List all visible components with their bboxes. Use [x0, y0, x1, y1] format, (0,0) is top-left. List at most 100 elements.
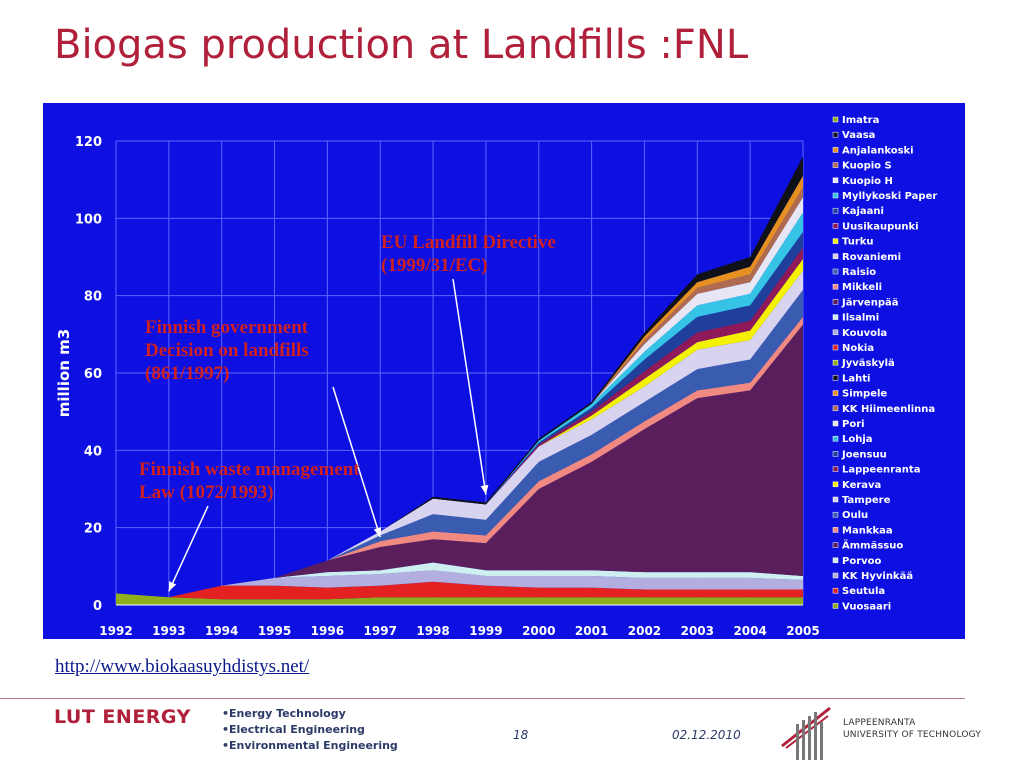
- legend-swatch: [832, 390, 839, 396]
- legend-swatch: [832, 359, 839, 366]
- x-tick-label: 2002: [628, 624, 661, 638]
- area-series-3: [116, 562, 803, 598]
- legend-entry: Anjalankoski: [842, 145, 914, 156]
- legend-entry: Kouvola: [842, 328, 887, 339]
- legend-entry: KK Hyvinkää: [842, 571, 913, 582]
- annotation-arrow: [168, 505, 209, 592]
- legend-entry: Mankkaa: [842, 525, 893, 536]
- page-number: 18: [513, 728, 529, 742]
- legend-entry: Lappeenranta: [842, 465, 920, 476]
- annotation-text: Finnish government Decision on landfills(…: [145, 317, 309, 384]
- x-tick-label: 1999: [469, 624, 502, 638]
- legend-entry: Oulu: [842, 510, 868, 521]
- y-tick-label: 0: [93, 599, 102, 614]
- lut-energy-logo: LUT ENERGY: [54, 706, 191, 728]
- legend-entry: Simpele: [842, 389, 887, 400]
- legend-entry: Kerava: [842, 480, 881, 491]
- legend-entry: Seutula: [842, 586, 885, 597]
- chart-svg: 0 20 40 60 80 100 120 1992 1993 1994 1995 1996 1997 1…: [55, 115, 937, 638]
- university-name: LAPPEENRANTA UNIVERSITY OF TECHNOLOGY: [843, 717, 981, 741]
- legend-swatch: [832, 557, 839, 564]
- x-tick-label: 1998: [416, 624, 449, 638]
- legend-swatch: [832, 177, 839, 184]
- legend-swatch: [832, 131, 839, 138]
- legend-swatch: [832, 344, 839, 351]
- x-tick-label: 2003: [681, 624, 714, 638]
- area-series-0: [116, 593, 803, 605]
- legend-entry: Turku: [842, 237, 874, 248]
- annotation-line: (861/1997): [145, 363, 229, 384]
- stacked-area-chart: 0 20 40 60 80 100 120 1992 1993 1994 1995 1996 1997 1…: [43, 103, 965, 639]
- y-tick-label: 40: [84, 444, 102, 459]
- legend-swatch: [832, 253, 839, 260]
- y-tick-label: 60: [84, 367, 102, 382]
- legend-swatch: [832, 527, 839, 533]
- university-name-line1: LAPPEENRANTA: [843, 718, 916, 728]
- annotation-line: Finnish waste management: [139, 459, 360, 480]
- legend-swatch: [832, 587, 839, 594]
- annotation-line: Decision on landfills: [145, 340, 309, 361]
- footer-date: 02.12.2010: [672, 728, 741, 742]
- legend-entry: Nokia: [842, 343, 874, 354]
- legend-entry: Jyväskylä: [841, 358, 895, 369]
- legend-entry: Kuopio S: [842, 161, 892, 172]
- legend-swatch: [832, 603, 839, 609]
- legend-swatch: [832, 329, 839, 336]
- department-item: Electrical Engineering: [222, 722, 398, 738]
- legend-entry: Ilsalmi: [842, 313, 879, 324]
- legend-swatch: [832, 466, 839, 472]
- annotation-arrowhead: [168, 581, 177, 592]
- annotation-text: EU Landfill Directive (1999/31/EC): [381, 232, 556, 276]
- x-tick-label: 1997: [364, 624, 397, 638]
- legend-swatch: [832, 116, 839, 123]
- legend-entry: Raisio: [842, 267, 876, 278]
- x-tick-label: 2005: [786, 624, 819, 638]
- legend-swatch: [832, 299, 839, 305]
- annotation-line: (1999/31/EC): [381, 255, 488, 276]
- legend-swatch: [832, 268, 839, 275]
- legend-swatch: [832, 420, 839, 427]
- annotation-arrowhead: [480, 484, 489, 495]
- x-tick-label: 2000: [522, 624, 555, 638]
- university-name-line2: UNIVERSITY OF TECHNOLOGY: [843, 730, 982, 740]
- legend-swatch: [832, 192, 839, 199]
- source-link[interactable]: http://www.biokaasuyhdistys.net/: [55, 656, 310, 677]
- legend-swatch: [832, 147, 839, 153]
- legend-swatch: [832, 542, 839, 548]
- legend-swatch: [832, 207, 839, 214]
- legend-entry: Järvenpää: [841, 297, 898, 308]
- legend-entry: Vuosaari: [842, 601, 891, 612]
- department-item: Energy Technology: [222, 706, 398, 722]
- annotation-line: EU Landfill Directive: [381, 232, 556, 253]
- y-axis-label: million m3: [55, 329, 73, 417]
- annotation-arrowhead: [373, 527, 382, 538]
- slide-title: Biogas production at Landfills :FNL: [54, 22, 749, 68]
- y-tick-label: 120: [75, 135, 102, 150]
- legend-swatch: [832, 283, 839, 290]
- area-series-2: [116, 570, 803, 598]
- x-tick-label: 1996: [311, 624, 344, 638]
- x-tick-label: 1995: [258, 624, 291, 638]
- x-tick-label: 2004: [733, 624, 766, 638]
- y-tick-label: 20: [84, 522, 102, 537]
- area-series-1: [116, 581, 803, 600]
- legend-entry: Lahti: [842, 373, 870, 384]
- footer-divider: [0, 698, 965, 699]
- x-tick-label: 1993: [152, 624, 185, 638]
- area-series-4: [116, 324, 803, 598]
- legend-swatch: [832, 511, 839, 518]
- legend-swatch: [832, 435, 839, 442]
- annotation-line: Finnish government: [145, 317, 309, 338]
- x-tick-label: 1994: [205, 624, 238, 638]
- legend-entry: Joensuu: [841, 449, 887, 460]
- legend-swatch: [832, 481, 839, 488]
- legend-entry: KK Hiimeenlinna: [842, 404, 935, 415]
- legend-swatch: [832, 496, 839, 503]
- legend-entry: Imatra: [842, 115, 879, 126]
- annotation-line: Law (1072/1993): [139, 482, 274, 503]
- legend-swatch: [832, 405, 839, 412]
- legend-swatch: [832, 451, 839, 457]
- legend-swatch: [832, 223, 839, 229]
- legend-entry: Lohja: [842, 434, 873, 445]
- legend-swatch: [832, 314, 839, 320]
